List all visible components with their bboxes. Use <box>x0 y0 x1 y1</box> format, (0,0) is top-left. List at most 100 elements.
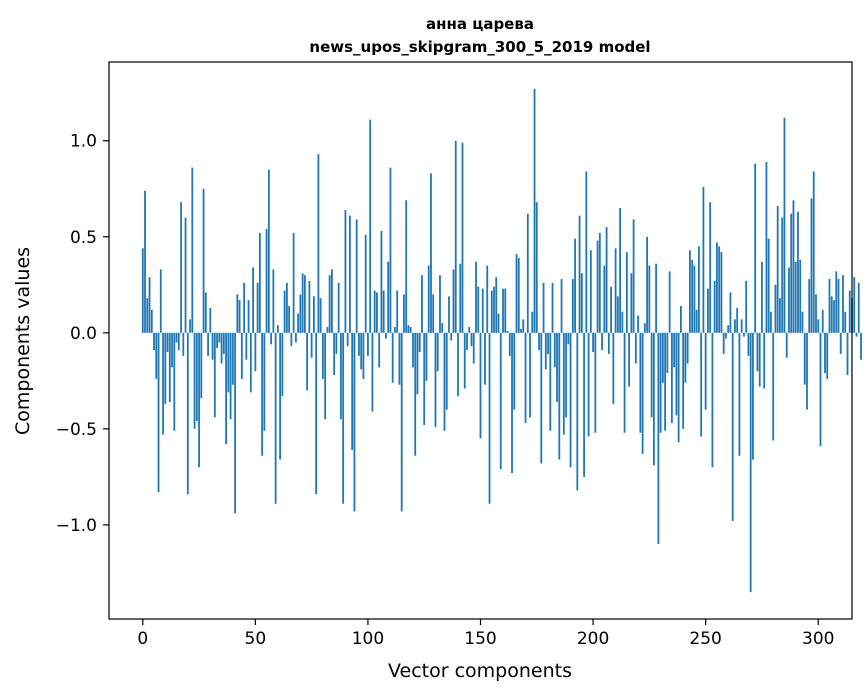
bar <box>589 250 592 333</box>
bar <box>481 288 484 333</box>
y-tick-label: 0.0 <box>70 324 97 344</box>
bar <box>761 261 763 333</box>
bar <box>436 332 439 372</box>
bar <box>767 238 770 333</box>
chart-title: анна царева <box>426 15 534 33</box>
bar <box>830 296 833 333</box>
bar <box>857 282 860 333</box>
bar <box>661 332 664 383</box>
bar <box>294 332 297 343</box>
bar <box>565 332 567 418</box>
bar <box>529 332 531 418</box>
bar <box>747 332 750 356</box>
bar <box>799 259 802 333</box>
bar <box>538 332 540 351</box>
bar <box>216 332 218 349</box>
x-tick-label: 150 <box>464 629 496 649</box>
bar <box>659 332 662 433</box>
bar <box>189 319 191 333</box>
bar <box>371 332 374 412</box>
bar <box>493 286 495 333</box>
bar <box>477 286 480 333</box>
bar <box>398 332 401 385</box>
bar <box>745 280 748 333</box>
bar <box>702 186 705 333</box>
bar <box>808 279 811 333</box>
bar <box>342 332 345 504</box>
bar <box>468 327 471 333</box>
x-tick-label: 100 <box>352 629 384 649</box>
bar <box>828 279 831 333</box>
bar <box>770 311 772 333</box>
bar <box>693 265 696 333</box>
bar <box>159 269 162 333</box>
bar <box>432 294 435 333</box>
y-tick-label: −1.0 <box>56 516 97 536</box>
bar <box>614 248 617 333</box>
bar <box>853 277 856 333</box>
bar <box>648 265 651 333</box>
bar <box>544 332 547 370</box>
bar <box>679 305 682 333</box>
bar <box>168 332 171 402</box>
bar <box>306 332 309 391</box>
bar <box>385 332 387 339</box>
bar <box>738 332 741 456</box>
bar <box>643 323 646 333</box>
bar <box>213 332 216 418</box>
bar <box>734 319 736 333</box>
bar <box>164 332 167 404</box>
bar <box>826 332 829 379</box>
bar <box>171 332 173 368</box>
bar <box>346 332 349 347</box>
bar <box>157 332 160 493</box>
bar <box>452 269 455 333</box>
bar <box>655 263 658 333</box>
bar <box>520 328 522 333</box>
bar <box>267 169 270 333</box>
bar <box>794 261 797 333</box>
bar <box>497 313 500 333</box>
bar <box>783 117 786 333</box>
bar <box>430 173 432 333</box>
bar <box>177 332 180 351</box>
bar <box>265 229 268 333</box>
bar <box>752 332 754 460</box>
bar <box>578 215 581 333</box>
bar <box>209 307 212 333</box>
bar <box>247 300 250 333</box>
bar <box>763 332 766 389</box>
bar <box>551 282 554 333</box>
bar <box>319 298 322 333</box>
bar <box>641 332 644 454</box>
bar <box>547 332 549 354</box>
bar <box>517 257 520 333</box>
bar <box>707 288 709 333</box>
bar <box>448 296 450 333</box>
bar <box>412 332 414 368</box>
bar <box>400 332 403 512</box>
bar <box>558 332 561 460</box>
bar <box>333 332 336 376</box>
bar <box>815 294 817 333</box>
bar <box>522 319 525 333</box>
bar <box>533 88 536 333</box>
bar <box>198 332 200 468</box>
bar <box>434 332 437 427</box>
bar <box>621 311 624 333</box>
bar <box>691 259 694 333</box>
bar <box>303 275 306 333</box>
bar <box>283 290 286 333</box>
bar <box>574 238 576 333</box>
bar <box>326 327 329 333</box>
bar <box>682 332 685 429</box>
bar <box>623 332 626 433</box>
bar <box>580 273 583 333</box>
bar <box>616 296 619 333</box>
y-tick-label: 1.0 <box>70 132 97 152</box>
bar <box>684 332 687 383</box>
bar <box>842 275 844 333</box>
bar <box>184 217 187 333</box>
bar <box>418 332 421 353</box>
bar <box>727 325 730 333</box>
